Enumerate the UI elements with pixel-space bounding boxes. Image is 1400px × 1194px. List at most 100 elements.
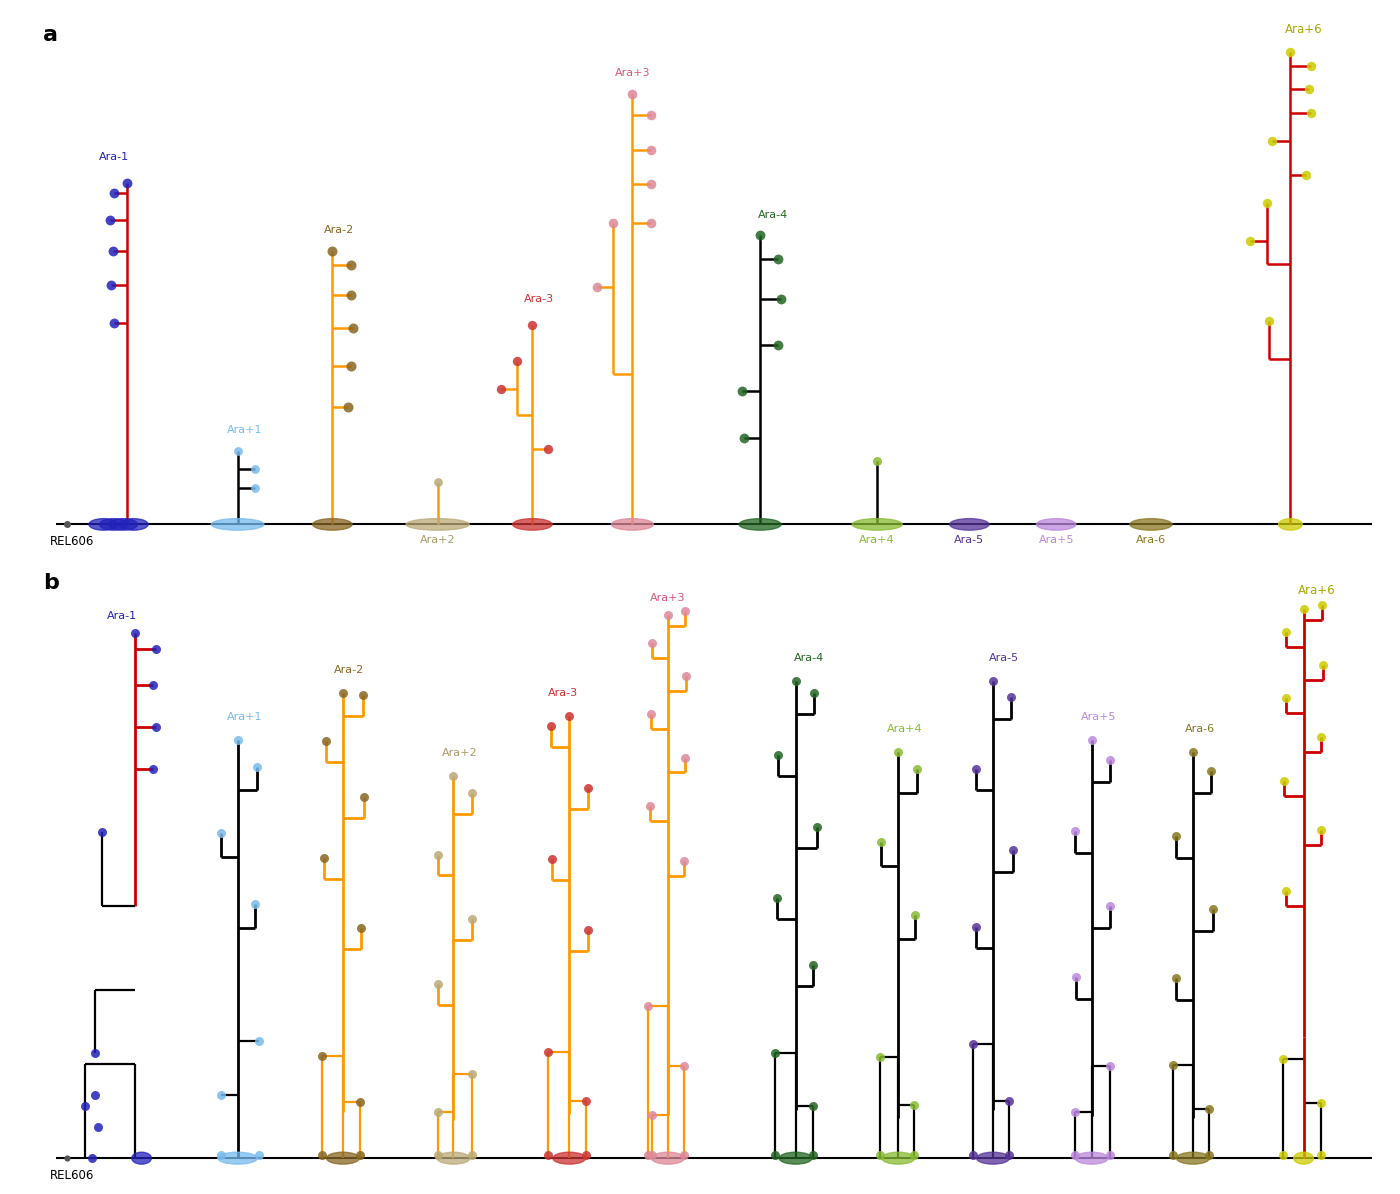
Point xyxy=(91,823,113,842)
Point xyxy=(1271,1050,1294,1069)
Text: Ara-4: Ara-4 xyxy=(794,653,823,663)
Point xyxy=(637,997,659,1016)
Point xyxy=(56,1149,78,1168)
Point xyxy=(102,184,125,203)
Point xyxy=(869,832,892,851)
Point xyxy=(1201,899,1224,918)
Point xyxy=(1064,1146,1086,1165)
Point xyxy=(640,174,662,193)
Point xyxy=(1298,80,1320,99)
Point xyxy=(1197,1100,1219,1119)
Text: a: a xyxy=(43,25,57,45)
Point xyxy=(1295,165,1317,184)
Point xyxy=(641,634,664,653)
Point xyxy=(350,918,372,937)
Point xyxy=(575,1091,598,1110)
Point xyxy=(538,1146,560,1165)
Point xyxy=(144,639,167,658)
Text: Ara+3: Ara+3 xyxy=(615,68,650,78)
Text: Ara+2: Ara+2 xyxy=(420,535,455,544)
Point xyxy=(461,1065,483,1084)
Ellipse shape xyxy=(977,1152,1009,1164)
Text: Ara+6: Ara+6 xyxy=(1285,23,1323,36)
Point xyxy=(1000,688,1022,707)
Ellipse shape xyxy=(90,518,118,530)
Point xyxy=(638,796,661,816)
Ellipse shape xyxy=(882,1152,914,1164)
Point xyxy=(577,778,599,798)
Text: Ara-4: Ara-4 xyxy=(757,210,788,220)
Point xyxy=(575,1146,598,1165)
Point xyxy=(1280,42,1302,61)
Point xyxy=(1064,821,1086,841)
Point xyxy=(672,851,694,870)
Point xyxy=(321,241,343,260)
Point xyxy=(244,896,266,915)
Point xyxy=(99,211,122,230)
Point xyxy=(461,783,483,802)
Point xyxy=(1099,897,1121,916)
Ellipse shape xyxy=(1036,518,1075,530)
Text: Ara-2: Ara-2 xyxy=(335,665,364,675)
Point xyxy=(427,845,449,864)
Point xyxy=(641,1106,664,1125)
Point xyxy=(559,707,581,726)
Point xyxy=(427,473,449,492)
Point xyxy=(731,382,753,401)
Point xyxy=(1301,104,1323,123)
Point xyxy=(1259,312,1281,331)
Point xyxy=(353,788,375,807)
Point xyxy=(1182,743,1204,762)
Point xyxy=(1273,771,1295,790)
Ellipse shape xyxy=(218,1152,258,1164)
Point xyxy=(1162,1146,1184,1165)
Text: Ara-6: Ara-6 xyxy=(1135,535,1166,544)
Point xyxy=(342,318,364,337)
Point xyxy=(116,173,139,192)
Point xyxy=(1081,731,1103,750)
Point xyxy=(672,1057,694,1076)
Point xyxy=(143,759,165,778)
Point xyxy=(734,429,756,448)
Point xyxy=(244,478,266,497)
Point xyxy=(442,767,465,786)
Text: Ara+4: Ara+4 xyxy=(860,535,895,544)
Point xyxy=(904,905,927,924)
Point xyxy=(1275,623,1298,642)
Point xyxy=(1239,232,1261,251)
Point xyxy=(340,356,363,375)
Ellipse shape xyxy=(1176,1152,1210,1164)
Point xyxy=(801,1146,823,1165)
Point xyxy=(868,1146,890,1165)
Ellipse shape xyxy=(132,1152,151,1164)
Text: Ara-6: Ara-6 xyxy=(1184,725,1215,734)
Point xyxy=(505,351,528,370)
Point xyxy=(767,250,790,269)
Point xyxy=(74,1096,97,1115)
Point xyxy=(672,1146,694,1165)
Text: Ara+5: Ara+5 xyxy=(1039,535,1074,544)
Point xyxy=(337,398,360,417)
Text: Ara+1: Ara+1 xyxy=(227,713,262,722)
Point xyxy=(538,1042,560,1061)
Text: Ara-1: Ara-1 xyxy=(99,152,129,162)
Point xyxy=(577,921,599,940)
Point xyxy=(210,1146,232,1165)
Point xyxy=(802,683,825,702)
Point xyxy=(1001,841,1023,860)
Point xyxy=(1310,596,1333,615)
Point xyxy=(461,1146,483,1165)
Point xyxy=(640,140,662,159)
Point xyxy=(349,1146,371,1165)
Point xyxy=(675,666,697,685)
Ellipse shape xyxy=(651,1152,685,1164)
Point xyxy=(427,974,449,993)
Point xyxy=(248,1146,270,1165)
Point xyxy=(962,1034,984,1053)
Point xyxy=(538,439,560,458)
Point xyxy=(490,380,512,399)
Point xyxy=(84,1085,106,1104)
Text: Ara+1: Ara+1 xyxy=(227,425,262,435)
Ellipse shape xyxy=(326,1152,360,1164)
Point xyxy=(315,732,337,751)
